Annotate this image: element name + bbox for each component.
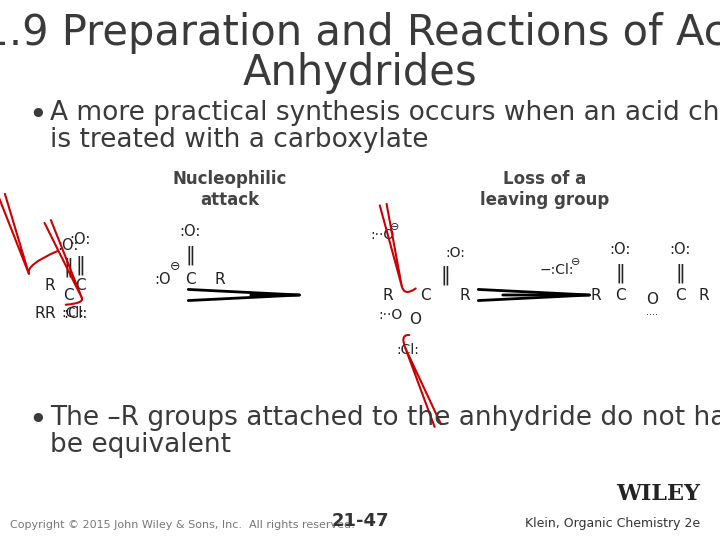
Text: Loss of a
leaving group: Loss of a leaving group (480, 170, 610, 209)
Text: ‖: ‖ (63, 257, 73, 276)
Text: :O:: :O: (69, 233, 91, 247)
Text: C: C (420, 287, 431, 302)
Text: 21-47: 21-47 (331, 512, 389, 530)
Text: :Cl:: :Cl: (397, 343, 420, 357)
Text: ····: ···· (646, 310, 658, 320)
Text: O: O (646, 293, 658, 307)
Text: ‖: ‖ (615, 263, 625, 283)
Text: ‖: ‖ (75, 255, 85, 275)
Text: C: C (615, 287, 625, 302)
Text: C: C (63, 287, 73, 302)
Text: ⊖: ⊖ (170, 260, 180, 273)
Text: A more practical synthesis occurs when an acid chloride: A more practical synthesis occurs when a… (50, 100, 720, 126)
Text: R: R (45, 306, 55, 321)
Text: Nucleophilic
attack: Nucleophilic attack (173, 170, 287, 209)
Text: •: • (28, 100, 47, 131)
Text: :O:: :O: (445, 246, 465, 260)
Text: :Cl:: :Cl: (62, 306, 84, 320)
Text: :O:: :O: (58, 238, 78, 253)
Text: ⊖: ⊖ (571, 257, 581, 267)
Text: R: R (459, 287, 470, 302)
Text: R: R (215, 273, 225, 287)
Text: Anhydrides: Anhydrides (243, 52, 477, 94)
Text: The –R groups attached to the anhydride do not have to: The –R groups attached to the anhydride … (50, 405, 720, 431)
Text: is treated with a carboxylate: is treated with a carboxylate (50, 127, 428, 153)
Text: O: O (409, 313, 421, 327)
Text: :··O: :··O (378, 308, 402, 322)
Text: ⊖: ⊖ (390, 222, 400, 232)
Text: C: C (75, 278, 85, 293)
Text: ‖: ‖ (185, 245, 195, 265)
Text: C: C (185, 273, 195, 287)
Text: Klein, Organic Chemistry 2e: Klein, Organic Chemistry 2e (525, 517, 700, 530)
Text: R: R (698, 287, 709, 302)
Text: :O:: :O: (609, 242, 631, 258)
Text: :··O: :··O (370, 228, 394, 242)
Text: :O:: :O: (179, 225, 201, 240)
Text: 21.9 Preparation and Reactions of Acid: 21.9 Preparation and Reactions of Acid (0, 12, 720, 54)
Text: WILEY: WILEY (616, 483, 700, 505)
Text: R: R (45, 278, 55, 293)
Text: ‖: ‖ (440, 265, 450, 285)
Text: :O: :O (155, 273, 171, 287)
Text: :O:: :O: (670, 242, 690, 258)
Text: :Cl:: :Cl: (63, 306, 87, 321)
Text: −:Cl:: −:Cl: (540, 263, 575, 277)
Text: C: C (675, 287, 685, 302)
Text: ‖: ‖ (675, 263, 685, 283)
Text: •: • (28, 405, 47, 436)
Text: R: R (383, 287, 393, 302)
Text: R: R (35, 306, 45, 321)
Text: Copyright © 2015 John Wiley & Sons, Inc.  All rights reserved.: Copyright © 2015 John Wiley & Sons, Inc.… (10, 520, 355, 530)
Text: R: R (590, 287, 601, 302)
Text: be equivalent: be equivalent (50, 432, 231, 458)
